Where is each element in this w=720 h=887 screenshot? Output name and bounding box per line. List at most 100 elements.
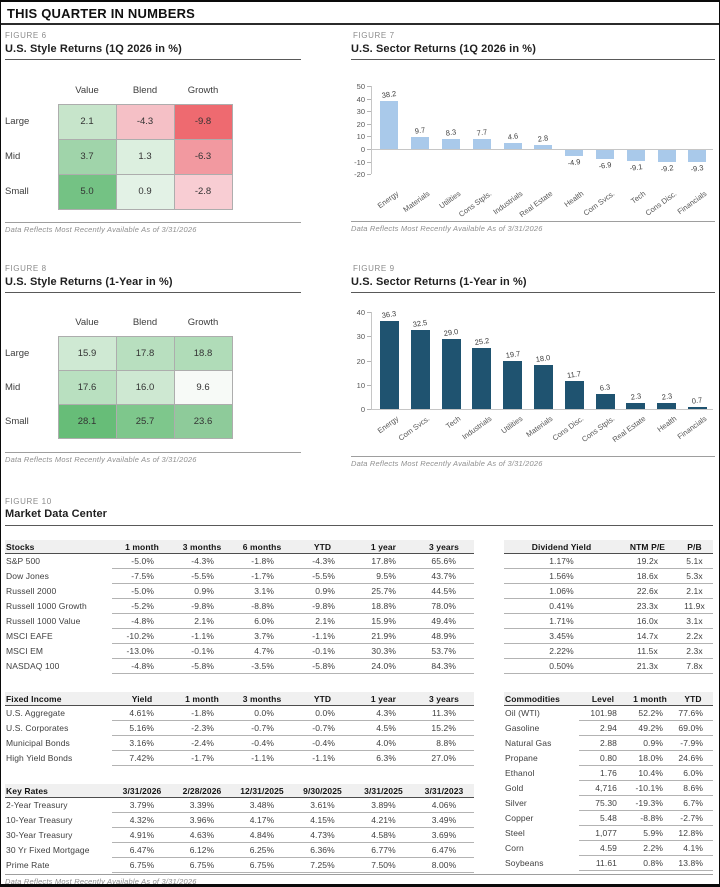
style-row-small: Small 5.0 0.9 -2.8 <box>5 173 233 210</box>
table-row-u-s-corporates: U.S. Corporates 5.16% -2.3% -0.7% -0.7% 4.5% 1… <box>5 720 474 736</box>
figure-7-title: U.S. Sector Returns (1Q 2026 in %) <box>351 43 536 55</box>
table-cell: 10.4% <box>627 765 673 781</box>
bar-value-label: 38.2 <box>381 88 398 100</box>
y-axis-tick <box>367 336 371 337</box>
commodities-data-table: Commodities Level 1 month YTD Oil (WTI) 101.9… <box>504 692 713 871</box>
table-cell: 6.25% <box>232 842 292 858</box>
table-cell: 21.3x <box>619 658 676 674</box>
table-row-russell-1000-growth: Russell 1000 Growth -5.2% -9.8% -8.8% -9.8% 1… <box>5 598 474 614</box>
bar-cons-disc <box>564 380 584 409</box>
table-cell: -0.4% <box>292 735 353 751</box>
figure-9-footnote: Data Reflects Most Recently Available As… <box>351 459 543 468</box>
table-cell: -3.5% <box>232 658 292 674</box>
table-row-1-56: 1.56% 18.6x 5.3x <box>504 568 713 584</box>
table-cell: -19.3% <box>627 795 673 811</box>
figure-7-caption: FIGURE 7 <box>353 31 395 40</box>
table-row-u-s-aggregate: U.S. Aggregate 4.61% -1.8% 0.0% 0.0% 4.3% 11.3… <box>5 705 474 721</box>
bar-financials <box>687 407 707 409</box>
table-cell: 13.8% <box>673 855 713 871</box>
category-label-materials: Materials <box>524 414 555 440</box>
row-label: Russell 1000 Value <box>6 616 81 626</box>
table-cell: 18.0% <box>627 750 673 766</box>
table-cell: 0.9% <box>292 583 353 599</box>
table-cell: 3.79% <box>112 797 172 813</box>
row-label: High Yield Bonds <box>6 753 73 763</box>
y-axis-tick-label: 10 <box>356 132 365 142</box>
column-header-1-month: 1 month <box>172 692 232 706</box>
column-header-stocks: Stocks <box>5 540 112 554</box>
table-cell: 3.1x <box>676 613 713 629</box>
table-cell: 3.45% <box>504 628 619 644</box>
table-cell: 3.89% <box>353 797 414 813</box>
table-cell: -7.9% <box>673 735 713 751</box>
category-label-tech: Tech <box>628 189 648 206</box>
table-cell: 15.2% <box>414 720 474 736</box>
figure-8-caption: FIGURE 8 <box>5 264 47 273</box>
column-header-3-31-2023: 3/31/2023 <box>414 784 474 798</box>
table-cell: 7.42% <box>112 750 172 766</box>
row-label: Propane <box>505 753 538 763</box>
figure-8-footnote: Data Reflects Most Recently Available As… <box>5 455 197 464</box>
y-axis-tick-label: 30 <box>356 107 365 117</box>
y-axis-tick <box>367 136 371 137</box>
table-cell: 3.48% <box>232 797 292 813</box>
figure-9-title-rule <box>351 292 715 293</box>
table-row-10-year-treasury: 10-Year Treasury 4.32% 3.96% 4.17% 4.15% 4.21… <box>5 812 474 828</box>
table-cell: 2.22% <box>504 643 619 659</box>
table-cell: 6.7% <box>673 795 713 811</box>
row-label: Soybeans <box>505 858 544 868</box>
table-cell: 11.61 <box>579 855 627 871</box>
table-cell: 3.1% <box>232 583 292 599</box>
bar-value-label: 6.3 <box>599 382 611 393</box>
table-cell: -4.8% <box>112 613 172 629</box>
table-cell: -5.0% <box>112 583 172 599</box>
column-header-ytd: YTD <box>673 692 713 706</box>
table-cell: 18.6x <box>619 568 676 584</box>
table-row-s-p-500: S&P 500 -5.0% -4.3% -1.8% -4.3% 17.8% 65.6% <box>5 553 474 569</box>
style-row-mid: Mid 3.7 1.3 -6.3 <box>5 138 233 175</box>
table-cell: 7.25% <box>292 857 353 873</box>
table-cell: 4.7% <box>232 643 292 659</box>
table-cell: 7.50% <box>353 857 414 873</box>
row-label: Copper <box>505 813 534 823</box>
y-axis-tick-label: 20 <box>356 356 365 366</box>
row-label: 2-Year Treasury <box>6 800 68 811</box>
table-cell: 2.3x <box>676 643 713 659</box>
table-cell: 4.5% <box>353 720 414 736</box>
table-row-msci-em: MSCI EM -13.0% -0.1% 4.7% -0.1% 30.3% 53.7% <box>5 643 474 659</box>
column-header-ntm-p-e: NTM P/E <box>619 540 676 554</box>
table-cell: 84.3% <box>414 658 474 674</box>
style-row-large: Large 2.1 -4.3 -9.8 <box>5 103 233 140</box>
figure-9-footer-rule <box>351 456 715 457</box>
category-label-com-svcs: Com Svcs. <box>396 414 432 443</box>
table-cell: -1.7% <box>172 750 232 766</box>
table-cell: 6.0% <box>232 613 292 629</box>
table-cell: -9.8% <box>172 598 232 614</box>
column-header-3-months: 3 months <box>172 540 232 554</box>
bar-value-label: 29.0 <box>443 326 459 338</box>
table-cell: 4.59 <box>579 840 627 856</box>
table-row-gold: Gold 4,716 -10.1% 8.6% <box>504 780 713 796</box>
table-cell: 3.96% <box>172 812 232 828</box>
bar-value-label: 25.2 <box>473 336 490 347</box>
y-axis-tick <box>367 162 371 163</box>
table-cell: -2.7% <box>673 810 713 826</box>
table-cell: -1.1% <box>172 628 232 644</box>
table-cell: 6.47% <box>112 842 172 858</box>
category-label-real-estate: Real Estate <box>610 414 648 445</box>
heatmap-cell-large-value: 15.9 <box>57 335 117 371</box>
table-cell: 75.30 <box>579 795 627 811</box>
bar-industrials <box>472 348 492 409</box>
table-cell: 4.32% <box>112 812 172 828</box>
column-header-1-year: 1 year <box>353 692 414 706</box>
bar-cons-stpls <box>595 393 615 409</box>
table-header-row: Key Rates 3/31/2026 2/28/2026 12/31/2025 9/3… <box>5 784 474 798</box>
table-cell: 25.7% <box>353 583 414 599</box>
column-header-1-month: 1 month <box>112 540 172 554</box>
table-cell: 52.2% <box>627 705 673 721</box>
table-cell: -4.3% <box>172 553 232 569</box>
table-cell: 2.88 <box>579 735 627 751</box>
table-row-propane: Propane 0.80 18.0% 24.6% <box>504 750 713 766</box>
table-cell: 4.06% <box>414 797 474 813</box>
table-cell: 6.47% <box>414 842 474 858</box>
